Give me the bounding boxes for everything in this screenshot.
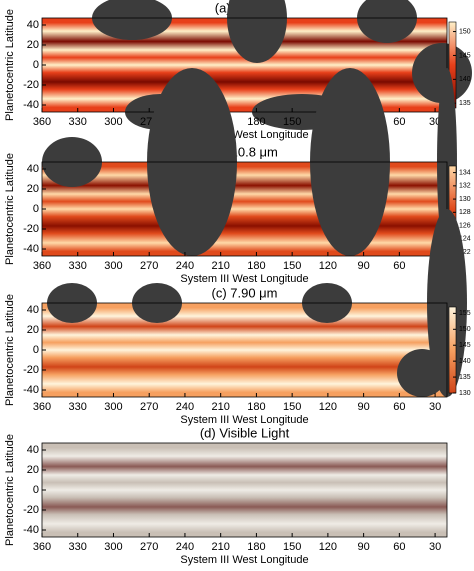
x-tick-label: 180 <box>247 116 265 128</box>
colorbar-tick-label: 132 <box>459 183 471 190</box>
y-tick-label: -40 <box>23 243 39 255</box>
x-tick-label: 120 <box>319 541 337 553</box>
x-tick-label: 300 <box>104 116 122 128</box>
y-tick-label: 0 <box>33 344 39 356</box>
x-tick-label: 90 <box>357 541 369 553</box>
y-tick-label: -20 <box>23 79 39 91</box>
data-gap <box>92 0 172 40</box>
data-gap <box>397 349 447 397</box>
data-gap <box>357 0 417 43</box>
x-tick-label: 30 <box>429 541 441 553</box>
x-tick-label: 360 <box>33 260 51 272</box>
x-tick-label: 330 <box>69 541 87 553</box>
x-tick-label: 330 <box>69 401 87 413</box>
x-tick-label: 240 <box>176 541 194 553</box>
x-tick-label: 300 <box>104 260 122 272</box>
x-tick-label: 210 <box>211 401 229 413</box>
x-tick-label: 30 <box>429 401 441 413</box>
y-tick-label: 40 <box>27 304 39 316</box>
map-image <box>42 303 447 397</box>
data-gap <box>412 43 472 103</box>
x-tick-label: 150 <box>283 116 301 128</box>
x-tick-label: 240 <box>176 401 194 413</box>
x-tick-label: 210 <box>211 541 229 553</box>
y-tick-label: -20 <box>23 223 39 235</box>
y-tick-label: 20 <box>27 464 39 476</box>
x-tick-label: 120 <box>319 401 337 413</box>
x-tick-label: 210 <box>211 260 229 272</box>
colorbar-tick-label: 134 <box>459 169 471 176</box>
x-tick-label: 360 <box>33 541 51 553</box>
y-tick-label: -40 <box>23 384 39 396</box>
data-gap <box>227 0 287 63</box>
colorbar-tick-label: 124 <box>459 236 471 243</box>
x-tick-label: 270 <box>140 541 158 553</box>
panel-title: (c) 7.90 μm <box>211 285 277 300</box>
x-tick-label: 150 <box>283 541 301 553</box>
x-tick-label: 180 <box>247 541 265 553</box>
x-tick-label: 300 <box>104 401 122 413</box>
map-image <box>42 443 447 537</box>
colorbar-tick-label: 128 <box>459 209 471 216</box>
x-tick-label: 60 <box>393 116 405 128</box>
colorbar-tick-label: 150 <box>459 28 471 35</box>
y-tick-label: 20 <box>27 39 39 51</box>
y-tick-label: 40 <box>27 19 39 31</box>
colorbar-tick-label: 135 <box>459 100 471 107</box>
colorbar-tick-label: 150 <box>459 326 471 333</box>
colorbar-tick-label: 122 <box>459 249 471 256</box>
x-tick-label: 180 <box>247 401 265 413</box>
x-tick-label: 300 <box>104 541 122 553</box>
x-tick-label: 330 <box>69 116 87 128</box>
colorbar-tick-label: 145 <box>459 52 471 59</box>
y-tick-label: -20 <box>23 364 39 376</box>
y-tick-label: -40 <box>23 99 39 111</box>
y-tick-label: 0 <box>33 203 39 215</box>
x-axis-label: System III West Longitude <box>180 554 308 566</box>
panel-title: (d) Visible Light <box>200 425 290 440</box>
x-tick-label: 90 <box>357 401 369 413</box>
x-tick-label: 180 <box>247 260 265 272</box>
y-axis-label: Planetocentric Latitude <box>4 434 16 546</box>
x-tick-label: 360 <box>33 401 51 413</box>
y-tick-label: 20 <box>27 324 39 336</box>
y-axis-label: Planetocentric Latitude <box>4 9 16 121</box>
y-axis-label: Planetocentric Latitude <box>4 294 16 406</box>
x-axis-label: System III West Longitude <box>180 273 308 285</box>
y-tick-label: -40 <box>23 524 39 536</box>
x-tick-label: 150 <box>283 260 301 272</box>
y-tick-label: -20 <box>23 504 39 516</box>
x-tick-label: 330 <box>69 260 87 272</box>
x-tick-label: 150 <box>283 401 301 413</box>
y-tick-label: 40 <box>27 163 39 175</box>
y-tick-label: 20 <box>27 183 39 195</box>
x-tick-label: 60 <box>393 401 405 413</box>
x-tick-label: 270 <box>140 401 158 413</box>
colorbar <box>448 306 457 394</box>
y-tick-label: 0 <box>33 484 39 496</box>
colorbar-tick-label: 130 <box>459 390 471 397</box>
x-tick-label: 90 <box>357 260 369 272</box>
x-tick-label: 60 <box>393 541 405 553</box>
x-tick-label: 60 <box>393 260 405 272</box>
y-tick-label: 0 <box>33 59 39 71</box>
x-tick-label: 270 <box>140 260 158 272</box>
x-tick-label: 240 <box>176 260 194 272</box>
colorbar-tick-label: 145 <box>459 342 471 349</box>
x-tick-label: 360 <box>33 116 51 128</box>
x-axis-label: System III West Longitude <box>180 414 308 426</box>
y-axis-label: Planetocentric Latitude <box>4 153 16 265</box>
colorbar-tick-label: 155 <box>459 310 471 317</box>
x-tick-label: 120 <box>319 260 337 272</box>
colorbar-tick-label: 135 <box>459 374 471 381</box>
colorbar-tick-label: 126 <box>459 222 471 229</box>
colorbar-tick-label: 140 <box>459 76 471 83</box>
colorbar-tick-label: 140 <box>459 358 471 365</box>
y-tick-label: 40 <box>27 444 39 456</box>
colorbar-tick-label: 130 <box>459 196 471 203</box>
